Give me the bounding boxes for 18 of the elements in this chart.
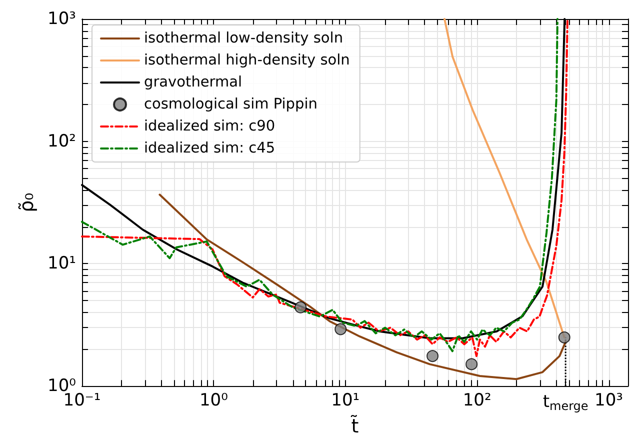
legend-label: isothermal high-density soln xyxy=(144,52,350,68)
legend-label: idealized sim: c45 xyxy=(144,140,276,156)
legend-label: idealized sim: c90 xyxy=(144,118,276,134)
point xyxy=(426,350,439,362)
y-tick-label: 10² xyxy=(48,131,76,152)
legend-label: isothermal low-density soln xyxy=(144,30,344,46)
point xyxy=(294,301,307,314)
y-axis-title: ρ̃₀ xyxy=(16,192,38,212)
y-tick-label: 10³ xyxy=(48,9,76,29)
x-tick-label: 10¹ xyxy=(331,390,360,411)
x-tick-label: 10² xyxy=(462,390,492,411)
y-tick-label: 10¹ xyxy=(48,254,76,274)
legend-label: gravothermal xyxy=(144,74,242,90)
x-tick-label: 10³ xyxy=(594,390,623,411)
x-axis-title: t̃ xyxy=(350,414,359,438)
point xyxy=(558,331,570,344)
legend-label: cosmological sim Pippin xyxy=(144,96,318,112)
x-tick-label: 10⁰ xyxy=(199,390,228,411)
